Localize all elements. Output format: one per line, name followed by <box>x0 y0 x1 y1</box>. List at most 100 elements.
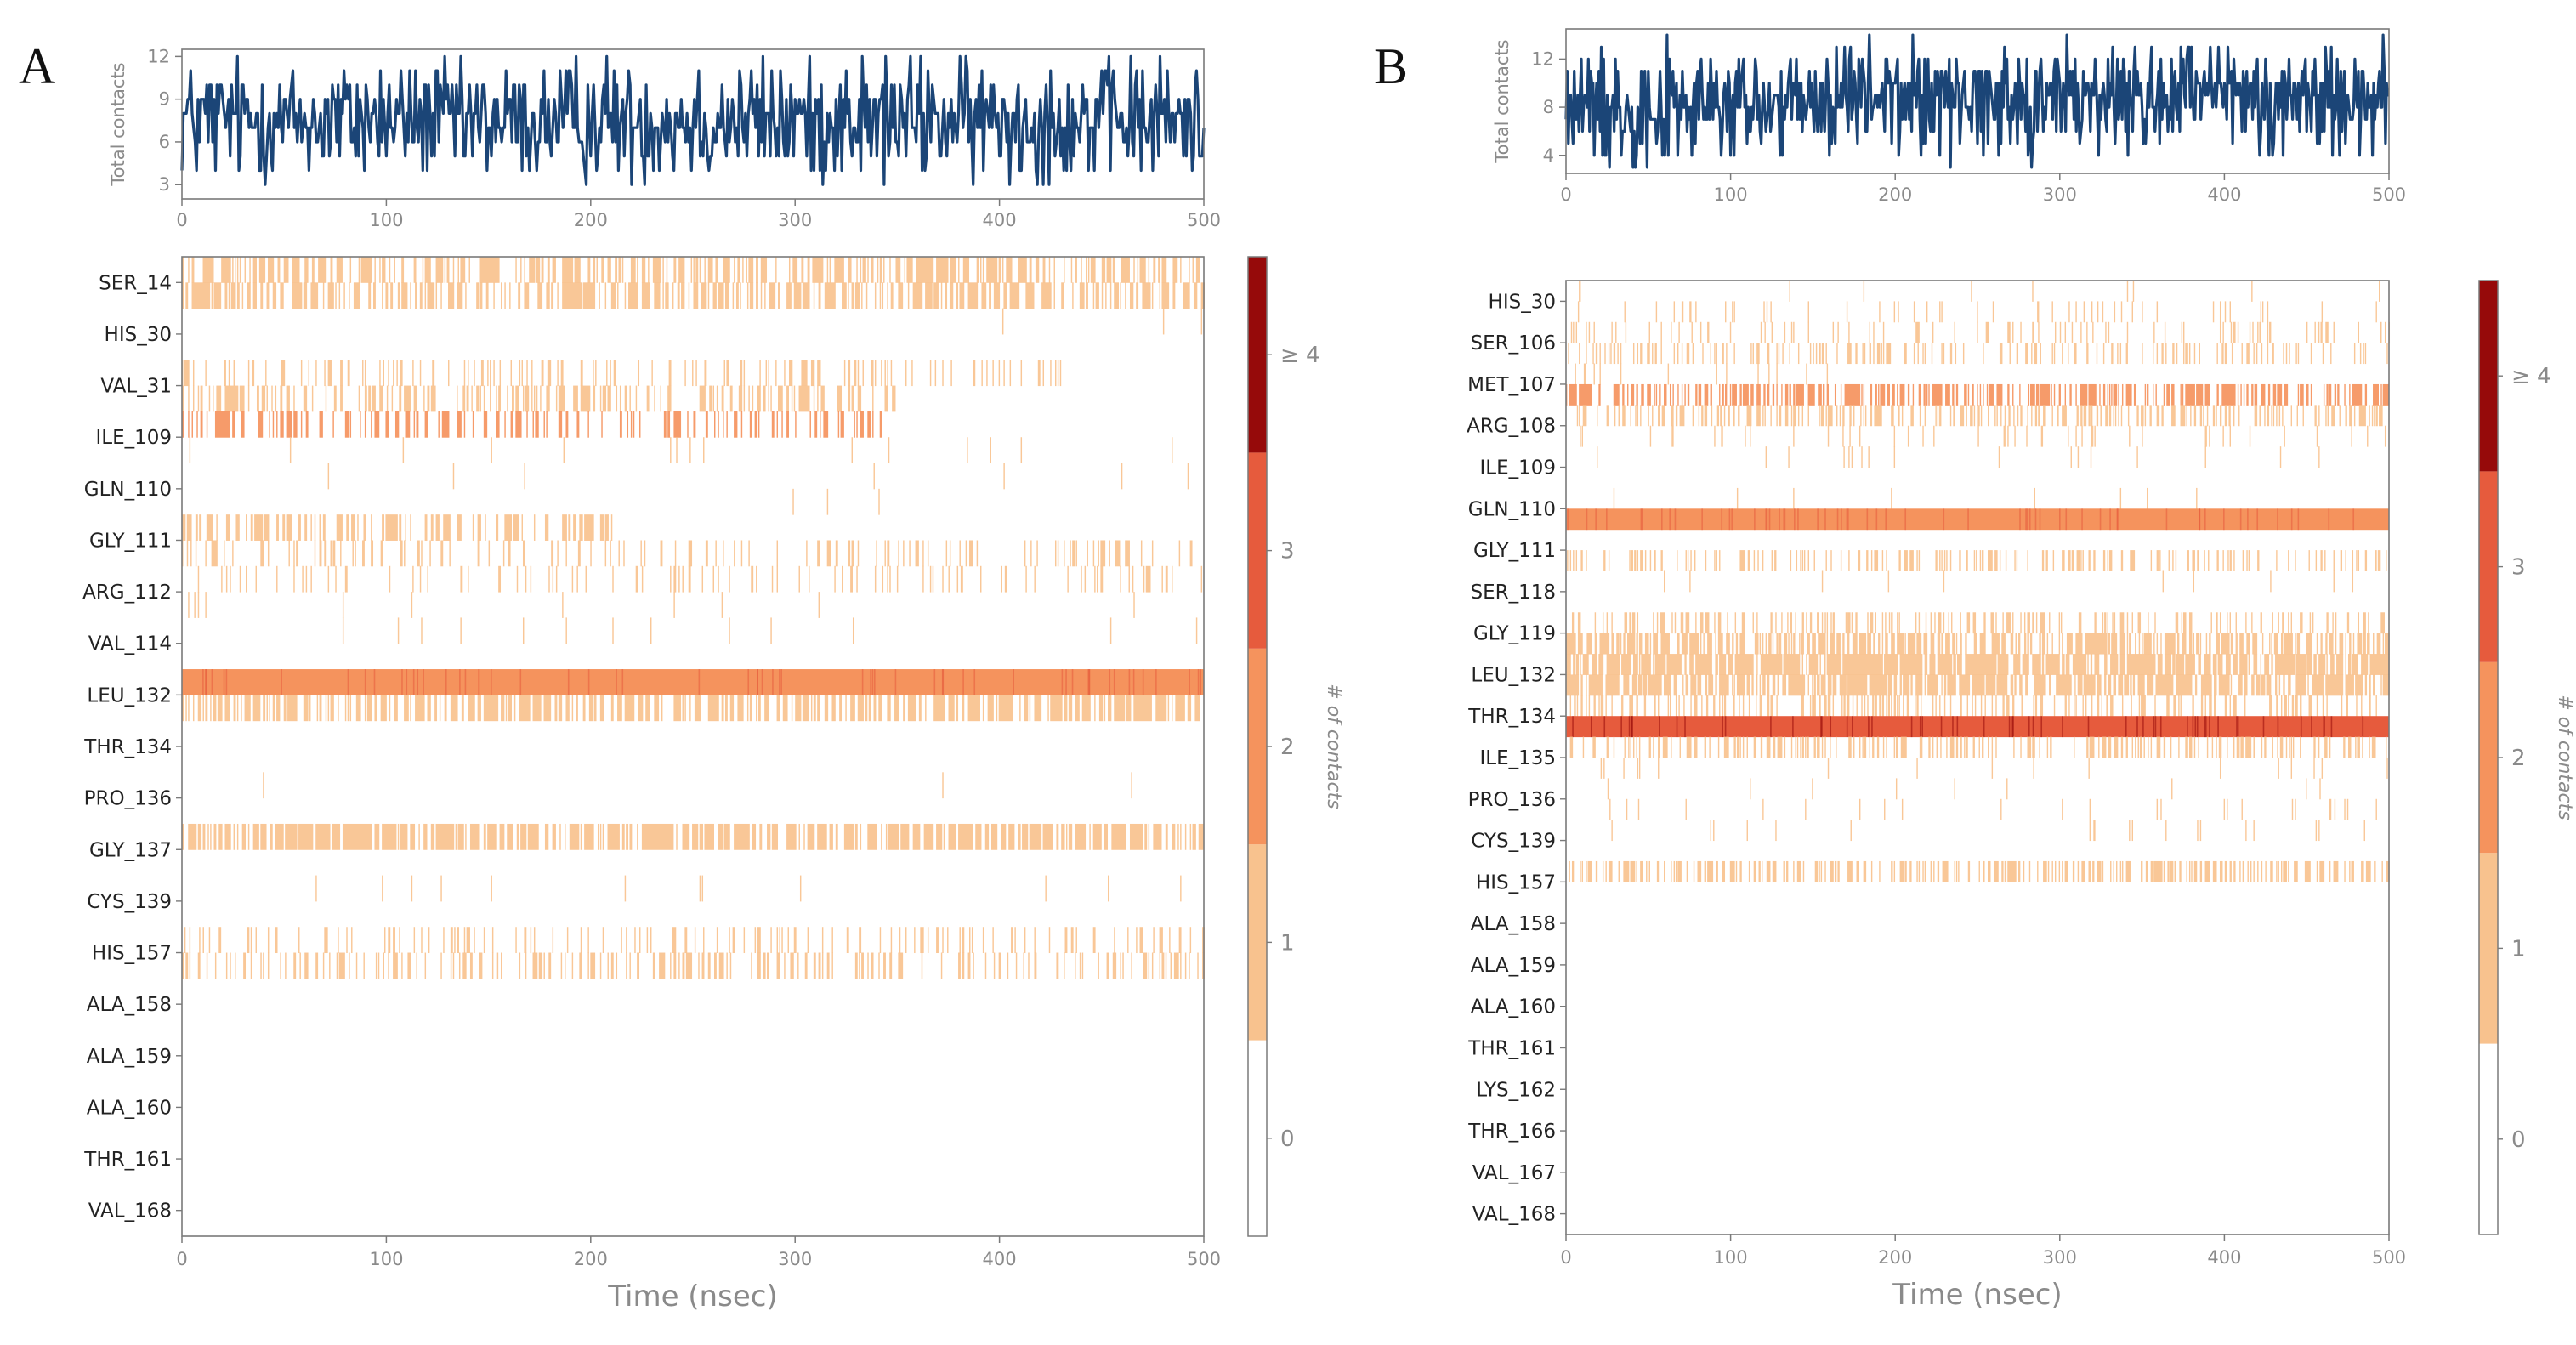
contact-stripe <box>1881 695 1885 717</box>
contact-stripe <box>1018 257 1027 283</box>
contact-stripe <box>1807 405 1809 427</box>
contact-stripe <box>276 514 279 541</box>
contact-stripe <box>364 385 367 412</box>
contact-stripe <box>1197 952 1199 979</box>
contact-stripe <box>344 695 347 722</box>
contact-stripe <box>2012 612 2014 634</box>
contact-stripe <box>1716 860 1718 882</box>
contact-stripe <box>1797 343 1800 365</box>
contact-fleck <box>347 669 349 695</box>
contact-stripe <box>525 565 527 593</box>
contact-stripe <box>2131 612 2133 634</box>
contact-stripe <box>670 952 672 979</box>
contact-stripe <box>305 411 309 438</box>
contact-stripe <box>182 823 184 850</box>
contact-stripe <box>213 282 222 309</box>
contact-stripe <box>364 411 366 438</box>
contact-stripe <box>1959 550 1961 571</box>
contact-stripe <box>349 257 352 283</box>
contact-stripe <box>1200 308 1203 335</box>
contact-stripe <box>1632 736 1635 758</box>
contact-stripe <box>2114 301 2116 323</box>
contact-stripe <box>310 514 312 541</box>
contact-stripe <box>1180 823 1182 850</box>
contact-stripe <box>663 411 667 438</box>
contact-stripe <box>508 695 513 722</box>
contact-stripe <box>2216 550 2219 571</box>
contact-stripe <box>2135 736 2136 758</box>
contact-fleck <box>2217 716 2219 738</box>
contact-stripe <box>1125 282 1126 309</box>
contact-stripe <box>2132 281 2135 302</box>
top-y-tick-label: 8 <box>1543 97 1554 117</box>
contact-stripe <box>2053 343 2056 365</box>
contact-stripe <box>2353 405 2356 427</box>
contact-stripe <box>2136 446 2138 468</box>
contact-stripe <box>1966 736 1968 758</box>
contact-stripe <box>2290 405 2293 427</box>
contact-stripe <box>1939 550 1941 571</box>
contact-stripe <box>468 257 470 283</box>
contact-stripe <box>1799 633 1801 655</box>
contact-stripe <box>1008 823 1015 850</box>
contact-stripe <box>786 823 797 850</box>
contact-stripe <box>2214 674 2217 696</box>
residue-label: GLN_110 <box>84 479 172 501</box>
contact-fleck <box>2012 716 2014 738</box>
contact-stripe <box>1943 674 1947 696</box>
colorbar-tick-label: 1 <box>1280 930 1295 956</box>
contact-stripe <box>1647 383 1651 406</box>
contact-stripe <box>1939 301 1941 323</box>
contact-band <box>1566 716 2389 738</box>
contact-stripe <box>2070 446 2072 468</box>
contact-stripe <box>1779 633 1782 655</box>
contact-stripe <box>2019 674 2023 696</box>
contact-stripe <box>1153 823 1162 850</box>
contact-stripe <box>2085 695 2087 717</box>
contact-stripe <box>388 952 389 979</box>
contact-stripe <box>624 875 627 902</box>
contact-stripe <box>558 411 563 438</box>
contact-stripe <box>346 927 348 954</box>
contact-stripe <box>1806 612 1807 634</box>
contact-stripe <box>1803 550 1806 571</box>
contact-stripe <box>397 282 400 309</box>
contact-stripe <box>1836 343 1838 365</box>
contact-stripe <box>315 952 319 979</box>
contact-stripe <box>265 360 267 387</box>
contact-stripe <box>2119 487 2122 509</box>
contact-stripe <box>790 952 794 979</box>
contact-stripe <box>1726 363 1728 385</box>
contact-stripe <box>1627 383 1629 406</box>
contact-stripe <box>2288 860 2289 882</box>
contact-stripe <box>1129 282 1134 309</box>
contact-stripe <box>1939 695 1941 717</box>
contact-stripe <box>1765 446 1767 468</box>
contact-stripe <box>1827 674 1832 696</box>
contact-fleck <box>1567 508 1569 531</box>
contact-stripe <box>1929 654 1936 675</box>
contact-fleck <box>1841 508 1842 531</box>
contact-stripe <box>1750 383 1754 406</box>
contact-stripe <box>293 385 295 412</box>
contact-stripe <box>1901 798 1904 820</box>
contact-stripe <box>1109 282 1112 309</box>
residue-label: ARG_108 <box>1467 416 1556 438</box>
contact-stripe <box>584 514 594 541</box>
contact-stripe <box>1884 654 1898 675</box>
contact-stripe <box>626 952 627 979</box>
contact-stripe <box>1821 612 1824 634</box>
contact-stripe <box>574 257 581 283</box>
contact-stripe <box>640 540 642 567</box>
contact-stripe <box>562 282 582 309</box>
contact-stripe <box>1089 823 1091 850</box>
contact-stripe <box>1723 695 1727 717</box>
contact-stripe <box>2196 633 2199 655</box>
contact-fleck <box>459 669 461 695</box>
contact-stripe <box>820 385 825 412</box>
contact-stripe <box>2188 633 2193 655</box>
contact-stripe <box>2265 860 2267 882</box>
contact-stripe <box>704 823 715 850</box>
contact-stripe <box>742 257 744 283</box>
